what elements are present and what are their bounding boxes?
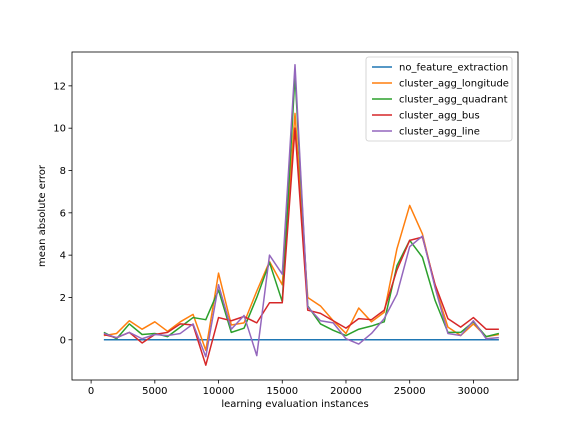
x-tick-label: 25000 [394, 386, 426, 397]
series-line-cluster-agg-line [103, 63, 499, 358]
legend-label: cluster_agg_line [399, 127, 480, 138]
x-tick-label: 20000 [330, 386, 362, 397]
y-axis-label: mean absolute error [37, 164, 48, 267]
y-tick-label: 10 [53, 124, 66, 135]
x-tick-label: 5000 [142, 386, 167, 397]
x-tick-label: 10000 [203, 386, 235, 397]
y-axis: 0 2 4 6 8 10 12 [53, 81, 72, 346]
x-axis: 0 5000 10000 15000 20000 25000 30000 [88, 380, 489, 397]
x-tick-label: 15000 [266, 386, 298, 397]
legend-box [365, 56, 513, 142]
y-tick-label: 12 [53, 81, 66, 92]
x-axis-label: learning evaluation instances [221, 399, 368, 410]
y-tick-label: 2 [60, 293, 66, 304]
legend-label: cluster_agg_bus [399, 111, 480, 122]
plot-frame [71, 51, 519, 381]
legend-label: cluster_agg_longitude [399, 79, 509, 90]
legend-label: cluster_agg_quadrant [399, 95, 508, 106]
legend: no_feature_extraction cluster_agg_longitu… [365, 56, 513, 142]
x-tick-label: 0 [88, 386, 94, 397]
legend-label: no_feature_extraction [399, 63, 508, 74]
x-tick-label: 30000 [457, 386, 489, 397]
y-tick-label: 8 [60, 166, 66, 177]
y-tick-label: 6 [60, 208, 66, 219]
y-tick-label: 0 [60, 335, 66, 346]
y-tick-label: 4 [60, 251, 66, 262]
